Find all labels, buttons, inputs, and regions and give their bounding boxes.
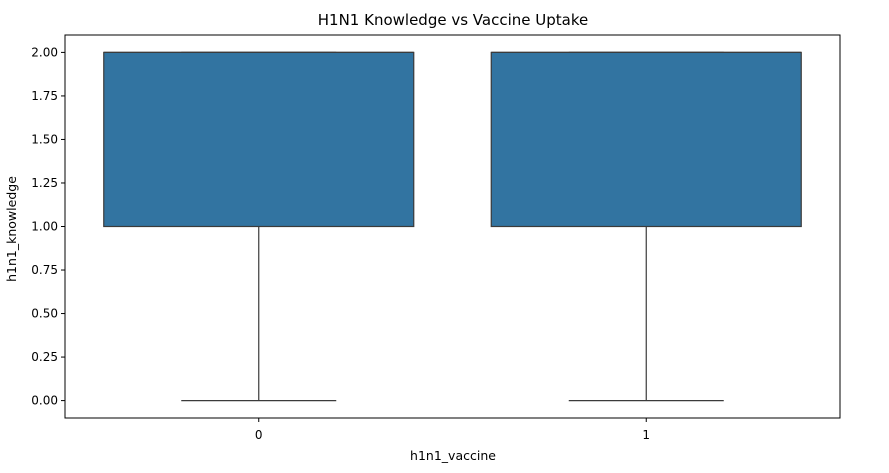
y-tick-label: 0.50	[31, 307, 58, 321]
y-tick-label: 0.75	[31, 263, 58, 277]
y-tick-label: 2.00	[31, 45, 58, 59]
y-tick-label: 1.25	[31, 176, 58, 190]
ticks-layer: 0.00 0.25 0.50 0.75 1.00 1.25 1.50 1.75 2.00 0 1	[31, 45, 650, 442]
x-tick-label: 1	[642, 428, 650, 442]
iqr-box	[103, 51, 415, 228]
chart-title: H1N1 Knowledge vs Vaccine Uptake	[318, 11, 588, 29]
y-axis-label: h1n1_knowledge	[4, 176, 19, 282]
x-axis-label: h1n1_vaccine	[410, 448, 496, 463]
y-tick-label: 1.00	[31, 220, 58, 234]
iqr-box	[490, 51, 802, 228]
y-tick-label: 0.25	[31, 350, 58, 364]
plot-frame	[64, 34, 841, 419]
boxes-layer	[103, 51, 802, 402]
box-1	[490, 51, 802, 402]
y-tick-label: 0.00	[31, 394, 58, 408]
y-tick-label: 1.75	[31, 89, 58, 103]
y-tick-label: 1.50	[31, 132, 58, 146]
box-0	[103, 51, 415, 402]
x-tick-label: 0	[255, 428, 263, 442]
